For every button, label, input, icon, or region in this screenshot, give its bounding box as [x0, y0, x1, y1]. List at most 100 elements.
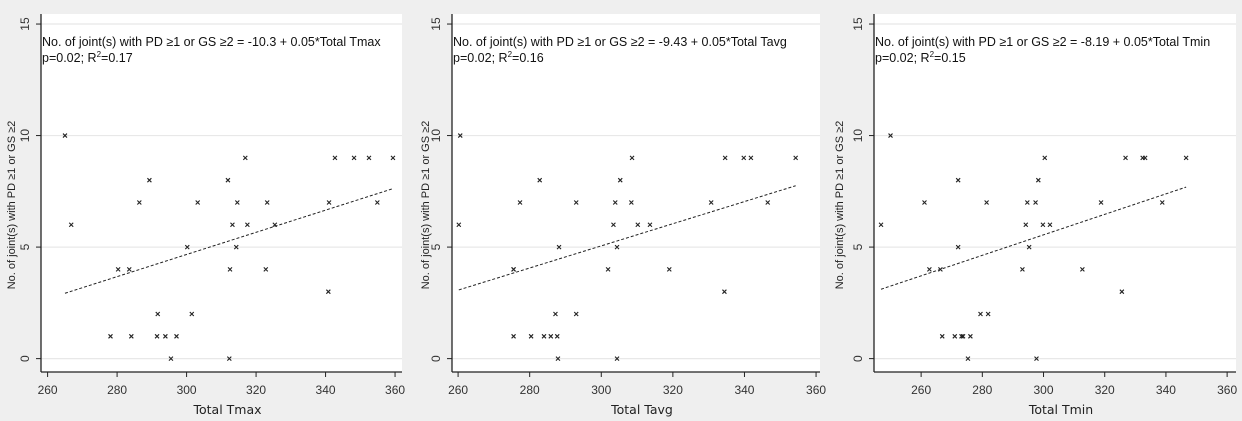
- x-tick-label: 300: [591, 383, 611, 397]
- plot-area: [41, 14, 402, 372]
- data-point: [628, 200, 634, 205]
- data-point: [765, 200, 771, 205]
- data-point: [68, 222, 74, 228]
- data-point: [511, 333, 516, 339]
- r2-value: =0.15: [934, 51, 966, 65]
- y-tick-label: 10: [18, 129, 32, 143]
- data-point: [155, 311, 161, 317]
- y-tick-label: 5: [429, 243, 443, 250]
- chart-svg: 0 5 10 15 260 280 300 320 340 360 No. of joint(s) …: [6, 14, 405, 417]
- data-point: [748, 155, 754, 161]
- data-point: [242, 155, 248, 161]
- data-point: [184, 244, 190, 250]
- x-axis-title: Total Tavg: [610, 402, 673, 417]
- x-tick-label: 280: [107, 383, 127, 397]
- data-point: [1035, 177, 1041, 183]
- data-point: [147, 177, 152, 183]
- data-point: [264, 200, 270, 205]
- plot-area: [452, 14, 820, 372]
- data-point: [1034, 356, 1039, 362]
- data-point: [1040, 222, 1046, 228]
- r2-superscript: 2: [930, 50, 935, 59]
- data-point: [666, 267, 672, 272]
- regression-equation: No. of joint(s) with PD ≥1 or GS ≥2 = -8…: [875, 35, 1210, 49]
- data-point: [1123, 155, 1128, 161]
- data-point: [233, 244, 239, 250]
- data-point: [926, 267, 932, 272]
- x-tick-label: 340: [316, 383, 336, 397]
- y-tick-label: 15: [18, 17, 32, 31]
- data-point: [195, 200, 201, 205]
- data-point: [978, 311, 983, 317]
- x-tick-label: 340: [1156, 383, 1176, 397]
- data-point: [548, 333, 554, 339]
- regression-stats: p=0.02; R2=0.16: [453, 50, 544, 65]
- data-point: [189, 311, 195, 317]
- data-point: [108, 333, 113, 339]
- data-point: [1042, 155, 1048, 161]
- chart-svg: 0 5 10 15 260 280 300 320 340 360 No. of joint(s) …: [834, 14, 1237, 417]
- y-axis-title: No. of joint(s) with PD ≥1 or GS ≥2: [420, 121, 432, 290]
- data-point: [115, 267, 121, 272]
- data-point: [225, 177, 231, 183]
- data-point: [922, 200, 927, 205]
- r2-value: =0.16: [512, 51, 544, 65]
- x-tick-label: 260: [448, 383, 468, 397]
- x-tick-label: 300: [177, 383, 197, 397]
- data-point: [390, 155, 396, 161]
- p-value: p=0.02; R: [453, 51, 508, 65]
- chart-svg: 0 5 10 15 260 280 300 320 340 360 No. of joint(s) …: [420, 14, 826, 417]
- data-point: [230, 222, 235, 228]
- data-point: [511, 267, 516, 272]
- data-point: [573, 200, 579, 205]
- regression-line: [458, 185, 796, 291]
- data-point: [959, 333, 964, 339]
- data-point: [351, 155, 357, 161]
- y-axis-title: No. of joint(s) with PD ≥1 or GS ≥2: [834, 121, 846, 290]
- data-point: [985, 311, 991, 317]
- data-point: [263, 267, 269, 272]
- r2-value: =0.17: [101, 51, 133, 65]
- data-point: [708, 200, 714, 205]
- data-point: [939, 333, 945, 339]
- data-point: [326, 200, 332, 205]
- x-tick-label: 280: [972, 383, 992, 397]
- data-point: [227, 267, 233, 272]
- p-value: p=0.02; R: [875, 51, 930, 65]
- data-point: [965, 356, 971, 362]
- data-point: [793, 155, 799, 161]
- x-tick-label: 360: [1217, 383, 1237, 397]
- data-point: [456, 222, 462, 228]
- data-point: [537, 177, 543, 183]
- data-point: [272, 222, 278, 228]
- y-tick-label: 5: [18, 243, 32, 250]
- data-point: [136, 200, 142, 205]
- data-point: [605, 267, 611, 272]
- data-point: [722, 289, 727, 295]
- scatter-panel-tavg: 0 5 10 15 260 280 300 320 340 360 No. of joint(s) …: [414, 0, 828, 421]
- data-point: [162, 333, 168, 339]
- y-tick-label: 15: [851, 17, 865, 31]
- scatter-panel-tmax: 0 5 10 15 260 280 300 320 340 360 No. of joint(s) …: [0, 0, 414, 421]
- data-point: [62, 133, 68, 138]
- data-point: [1142, 155, 1148, 161]
- data-point: [517, 200, 523, 205]
- data-point: [528, 333, 534, 339]
- regression-equation: No. of joint(s) with PD ≥1 or GS ≥2 = -1…: [42, 35, 381, 49]
- data-point: [226, 356, 232, 362]
- x-axis-title: Total Tmax: [192, 402, 261, 417]
- data-point: [938, 267, 943, 272]
- data-point: [128, 333, 134, 339]
- data-point: [629, 155, 635, 161]
- x-tick-label: 320: [1095, 383, 1115, 397]
- y-tick-label: 10: [851, 129, 865, 143]
- data-point: [1183, 155, 1189, 161]
- data-point: [741, 155, 747, 161]
- y-tick-label: 0: [429, 355, 443, 362]
- data-point: [554, 333, 560, 339]
- regression-line: [880, 186, 1187, 290]
- data-point: [878, 222, 884, 228]
- data-point: [635, 222, 641, 228]
- data-point: [573, 311, 579, 317]
- y-tick-label: 0: [851, 355, 865, 362]
